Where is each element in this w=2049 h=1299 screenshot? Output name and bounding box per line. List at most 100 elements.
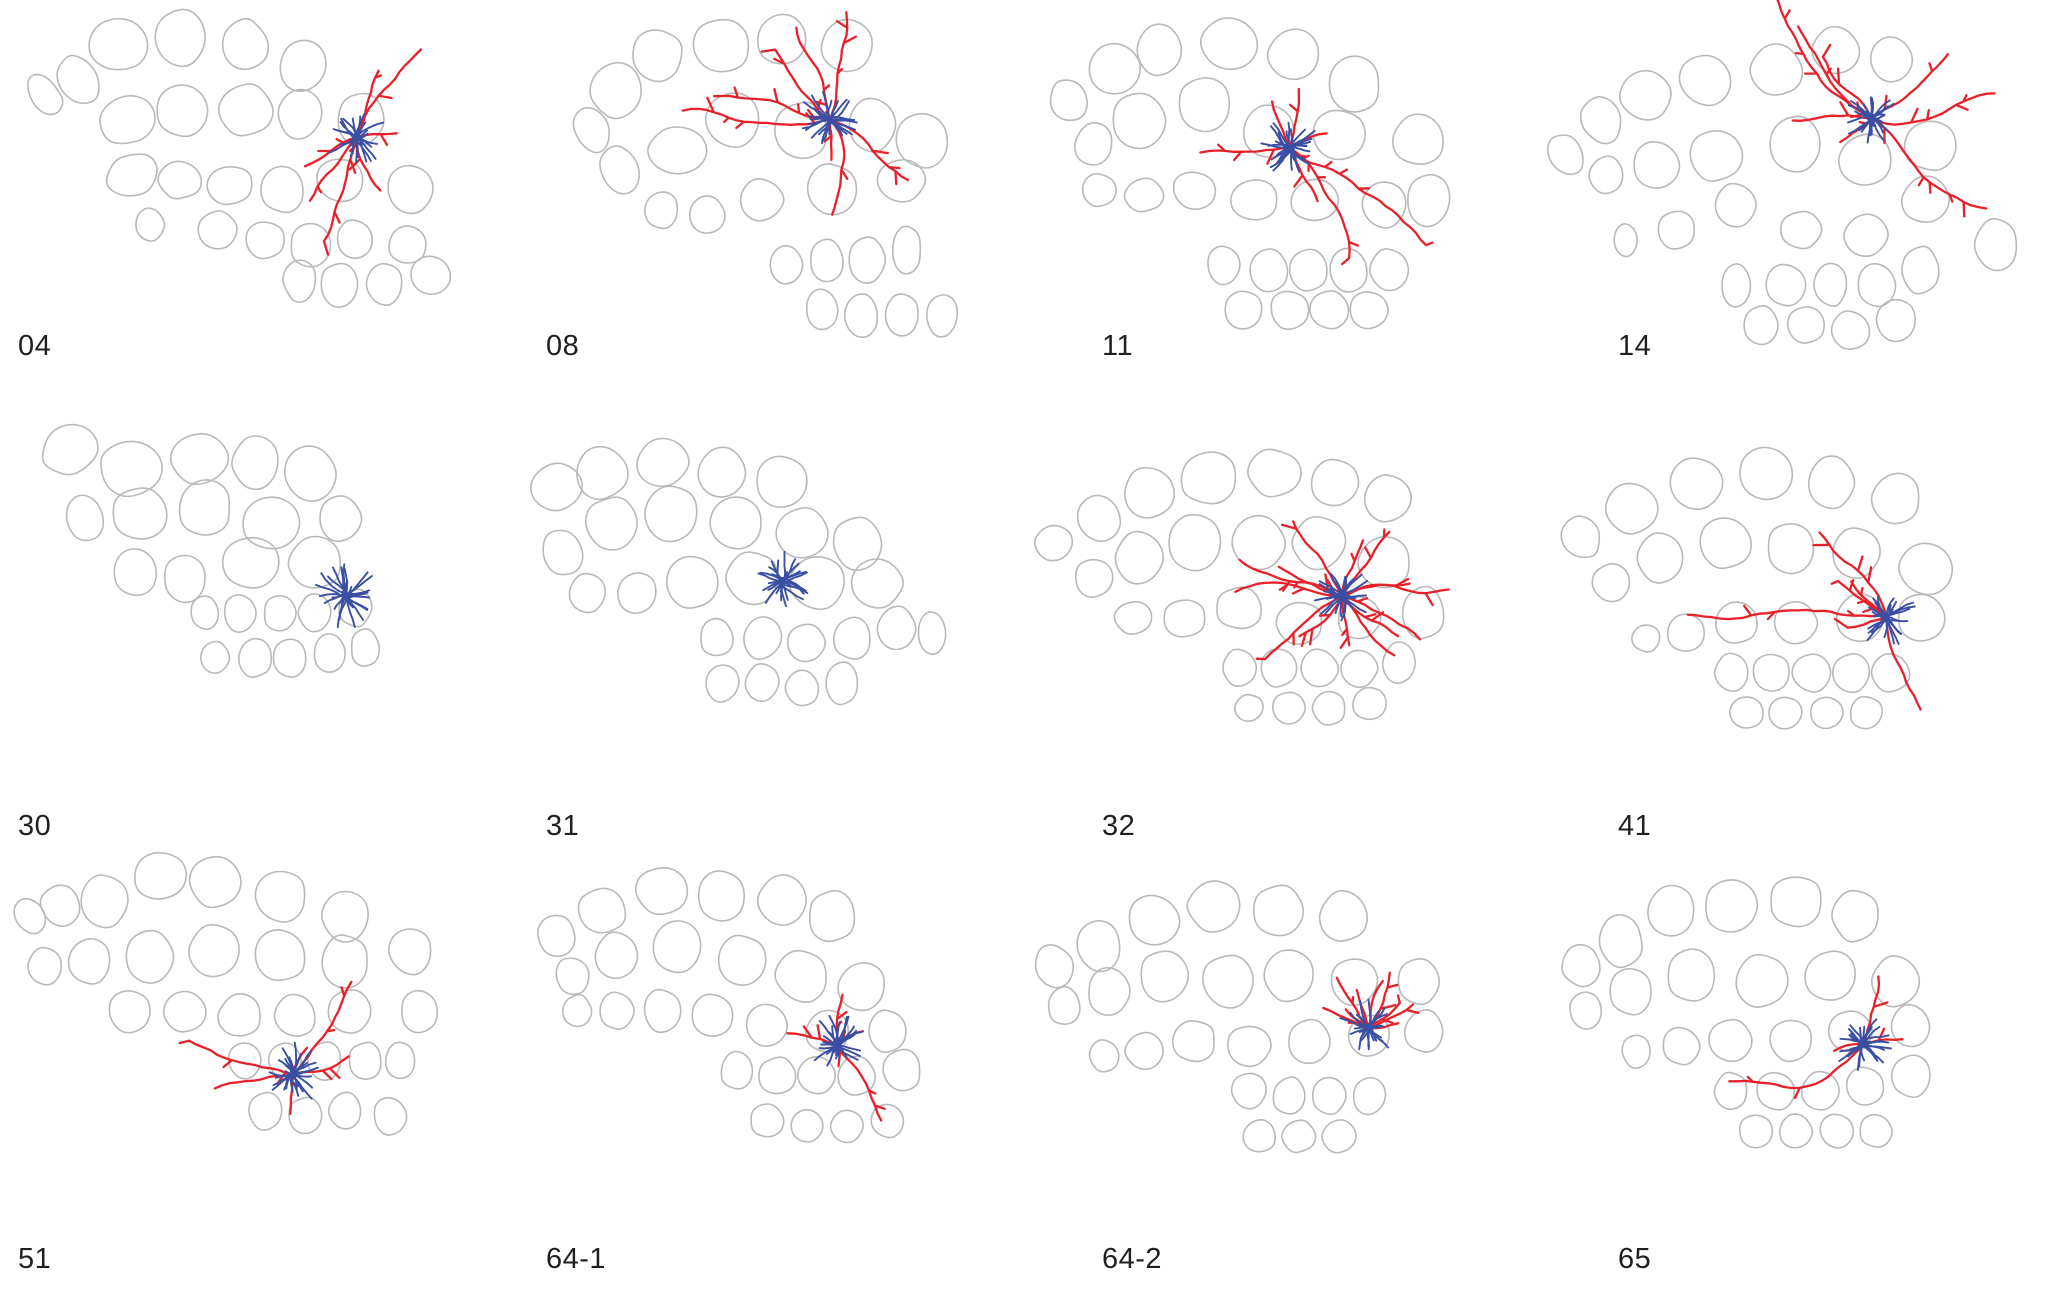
cell-outline — [298, 594, 331, 632]
cell-outline — [1622, 1035, 1650, 1068]
blue-processes — [1261, 123, 1314, 172]
cell-outline — [1250, 249, 1288, 292]
cell-outline — [883, 1049, 920, 1090]
cell-outline — [1716, 602, 1757, 643]
cell-outline — [1232, 1073, 1266, 1108]
cell-outline — [338, 220, 373, 258]
cell-outline — [1243, 1120, 1275, 1152]
cell-outline — [218, 994, 260, 1036]
cell-outline — [885, 294, 918, 336]
cell-outline — [246, 222, 284, 258]
cell-outline — [1709, 1020, 1752, 1062]
cell-outline — [653, 921, 700, 973]
cell-outlines — [532, 868, 919, 1143]
cell-outline — [845, 294, 878, 337]
cell-outline — [1700, 518, 1751, 568]
cell-outline — [1114, 602, 1151, 634]
cell-outline — [1616, 67, 1675, 125]
cell-outline — [759, 1057, 796, 1093]
cell-outline — [1634, 142, 1679, 188]
cell-outline — [1602, 479, 1662, 538]
cell-outline — [255, 930, 304, 980]
cell-outline — [1814, 263, 1846, 306]
red-process — [1290, 148, 1358, 264]
tissue-section-drawing — [1024, 433, 1536, 866]
cell-outline — [1670, 458, 1722, 509]
cell-outline — [36, 880, 85, 931]
cell-outline — [645, 990, 681, 1033]
tissue-section-drawing — [1536, 433, 2048, 866]
tissue-section-drawing — [1536, 0, 2048, 433]
cell-outline — [535, 523, 589, 581]
cell-outline — [317, 159, 363, 201]
cell-outline — [388, 166, 433, 214]
cell-outline — [1766, 264, 1806, 305]
panel-41 — [1536, 433, 2048, 866]
cell-outline — [1273, 692, 1305, 724]
cell-outline — [1370, 249, 1409, 291]
cell-outline — [349, 1042, 380, 1079]
cell-outlines — [20, 9, 456, 307]
cell-outline — [699, 871, 745, 921]
cell-outline — [1292, 517, 1345, 570]
panel-65 — [1536, 866, 2048, 1299]
cell-outline — [1899, 594, 1945, 641]
cell-outline — [1312, 692, 1344, 725]
cell-outline — [1365, 475, 1411, 522]
cell-outline — [1788, 307, 1824, 343]
cell-outline — [402, 991, 437, 1033]
cell-outline — [1637, 533, 1682, 583]
cell-outline — [698, 447, 745, 497]
cell-outline — [1706, 880, 1757, 932]
cell-outline — [810, 891, 855, 942]
cell-outline — [1740, 447, 1792, 499]
cell-outline — [1137, 24, 1181, 75]
cell-outline — [1187, 881, 1239, 932]
cell-outline — [405, 251, 455, 300]
cell-outline — [877, 606, 915, 649]
red-process — [1813, 533, 1886, 618]
cell-outline — [1736, 955, 1788, 1007]
cell-outline — [1312, 460, 1359, 506]
cell-outline — [100, 147, 164, 204]
cell-outline — [1408, 175, 1450, 227]
cell-outline — [1089, 968, 1130, 1015]
red-process — [1798, 26, 1872, 118]
cell-outline — [927, 295, 957, 337]
cell-outline — [1770, 1020, 1811, 1061]
panel-label: 51 — [18, 1245, 51, 1274]
cell-outline — [387, 223, 429, 266]
cell-outline — [180, 480, 230, 535]
cell-outline — [1358, 537, 1409, 588]
cell-outline — [1847, 1067, 1884, 1105]
cell-outline — [1203, 955, 1253, 1007]
cell-outline — [114, 549, 156, 595]
cell-outline — [1268, 29, 1319, 79]
cell-outline — [1115, 532, 1163, 584]
cell-outline — [576, 885, 629, 936]
cell-outline — [826, 662, 857, 704]
cell-outline — [1844, 214, 1888, 256]
blue-process — [778, 560, 780, 580]
panel-08 — [512, 0, 1024, 433]
cell-outline — [1740, 1115, 1773, 1147]
cell-outline — [690, 196, 725, 233]
cell-outline — [352, 629, 380, 666]
cell-outline — [741, 179, 784, 221]
cell-outline — [618, 573, 656, 613]
cell-outline — [1174, 172, 1216, 209]
cell-outline — [532, 910, 580, 961]
cell-outline — [1383, 642, 1415, 683]
cell-outline — [758, 875, 807, 925]
blue-process — [1860, 1028, 1861, 1043]
cell-outlines — [33, 416, 379, 677]
cell-outline — [1589, 561, 1632, 605]
cell-outline — [893, 226, 921, 274]
cell-outline — [775, 951, 826, 1003]
cell-outline — [1690, 131, 1742, 181]
cell-outlines — [1044, 14, 1450, 330]
cell-outline — [1757, 1073, 1794, 1110]
cell-outline — [788, 624, 825, 661]
cell-outline — [1403, 586, 1444, 638]
cell-outline — [1197, 14, 1262, 74]
